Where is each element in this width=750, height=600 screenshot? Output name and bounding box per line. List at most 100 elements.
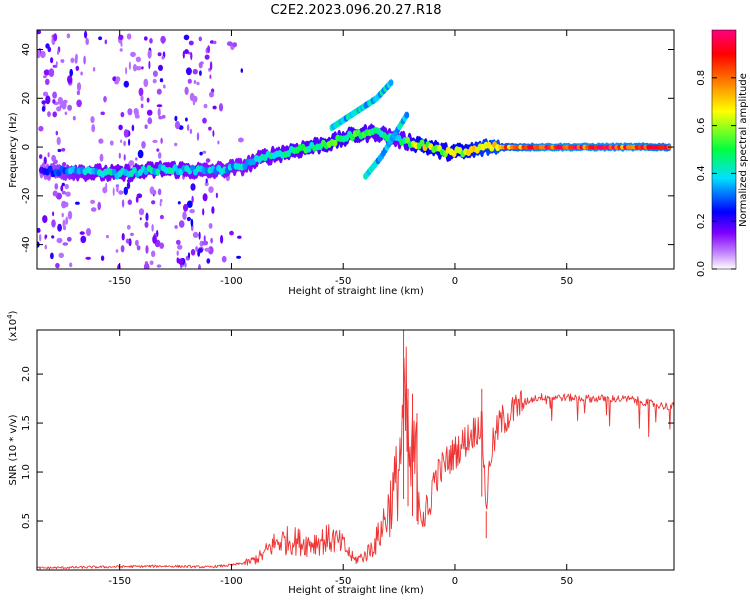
spectrogram-noise-cell	[45, 95, 51, 105]
spectrogram-noise-cell	[208, 223, 213, 229]
spectrogram-noise-cell	[60, 59, 65, 63]
spectrogram-noise-cell	[161, 55, 165, 60]
spectrogram-noise-cell	[99, 153, 104, 162]
spectrogram-noise-cell	[52, 211, 55, 217]
spectrogram-cell	[405, 136, 411, 144]
colorbar-tick-label: 0.4	[696, 165, 707, 181]
spectrogram-noise-cell	[156, 104, 163, 108]
spectrogram-noise-cell	[186, 216, 191, 222]
spectrogram-branch-cell	[404, 111, 410, 119]
spectrogram-noise-cell	[52, 99, 56, 104]
spectrogram-noise-cell	[52, 64, 58, 68]
spectrogram-noise-cell	[55, 262, 60, 269]
spectrogram-noise-cell	[159, 201, 162, 207]
spectrogram-noise-cell	[42, 215, 48, 224]
spectrogram-noise-cell	[177, 201, 181, 205]
spectrogram-noise-cell	[72, 116, 76, 121]
spectrogram-noise-cell	[161, 36, 165, 45]
spectrogram-noise-cell	[196, 81, 200, 86]
spectrogram-noise-cell	[147, 117, 153, 125]
spectrogram-noise-cell	[178, 220, 185, 228]
spectrogram-noise-cell	[105, 234, 109, 239]
spectrogram-noise-cell	[190, 52, 193, 61]
spectrogram-noise-cell	[174, 115, 178, 122]
spectrogram-noise-cell	[174, 121, 181, 130]
spectrogram-noise-cell	[61, 212, 64, 218]
spectrogram-noise-cell	[139, 217, 142, 221]
spectrogram-noise-cell	[138, 87, 144, 97]
spectrogram-noise-cell	[151, 200, 156, 205]
spectrogram-noise-cell	[175, 239, 181, 245]
spectrogram-noise-cell	[52, 91, 57, 99]
spectrogram-noise-cell	[43, 69, 50, 76]
spectrogram-noise-cell	[190, 183, 196, 191]
spectrogram-noise-cell	[64, 111, 68, 116]
spectrogram-noise-cell	[135, 56, 141, 63]
spectrogram-noise-cell	[126, 33, 132, 40]
spectrogram-noise-cell	[57, 223, 62, 232]
spectrogram-noise-cell	[103, 96, 107, 103]
spectrogram-noise-cell	[120, 139, 123, 143]
snr-multiplier: (x104)	[6, 310, 19, 341]
spectrogram-noise-cell	[145, 212, 149, 221]
spectrogram-noise-cell	[121, 233, 125, 241]
spectrogram-noise-cell	[85, 38, 89, 45]
spectrogram-noise-cell	[156, 148, 160, 152]
spectrogram-noise-cell	[120, 111, 125, 118]
spectrogram-noise-cell	[123, 154, 126, 161]
spectrogram-noise-cell	[159, 242, 164, 249]
spectrogram-noise-cell	[104, 39, 108, 45]
snr-ytick-label: 2.0	[21, 366, 32, 382]
spectrogram-xtick-label: 0	[452, 276, 458, 287]
spectrogram-noise-cell	[90, 199, 96, 204]
spectrogram-noise-cell	[51, 219, 56, 228]
spectrogram-noise-cell	[79, 231, 85, 235]
spectrogram-noise-cell	[74, 56, 78, 64]
spectrogram-noise-cell	[43, 75, 47, 79]
spectrogram-noise-cell	[68, 78, 72, 83]
spectrogram-cell	[155, 168, 161, 176]
spectrogram-noise-cell	[174, 142, 178, 147]
spectrogram-panel: -150 -100 -50 0 50 -40 -20 0 20 40 Height of stra…	[8, 29, 675, 297]
spectrogram-noise-cell	[69, 262, 73, 268]
spectrogram-noise-cell	[127, 108, 133, 116]
spectrogram-noise-cell	[109, 140, 114, 146]
spectrogram-noise-cell	[158, 116, 163, 120]
spectrogram-noise-cell	[209, 40, 215, 44]
spectrogram-noise-cell	[123, 80, 129, 88]
spectrogram-noise-cell	[128, 138, 131, 146]
spectrogram-noise-cell	[90, 116, 95, 124]
spectrogram-noise-cell	[186, 200, 193, 208]
spectrogram-xtick-label: -150	[108, 276, 131, 287]
spectrogram-noise-cell	[144, 221, 149, 228]
snr-xtick-label: 0	[452, 576, 458, 587]
spectrogram-noise-cell	[159, 214, 164, 220]
spectrogram-noise-cell	[144, 36, 148, 41]
spectrogram-noise-cell	[90, 207, 97, 212]
spectrogram-noise-cell	[64, 183, 69, 190]
spectrogram-noise-cell	[135, 66, 142, 71]
snr-xtick-label: -150	[108, 576, 131, 587]
spectrogram-noise-cell	[156, 264, 162, 268]
spectrogram-noise-cell	[134, 114, 140, 119]
spectrogram-noise-cell	[149, 38, 153, 44]
spectrogram-noise-cell	[121, 199, 125, 208]
spectrogram-noise-cell	[120, 245, 125, 253]
spectrogram-ytick-label: -20	[21, 188, 32, 204]
spectrogram-noise-cell	[50, 252, 54, 260]
spectrogram-noise-cell	[131, 124, 135, 132]
spectrogram-noise-cell	[152, 235, 157, 244]
spectrogram-noise-cell	[118, 124, 123, 131]
spectrogram-noise-cell	[198, 231, 201, 240]
snr-ylabel: SNR (10 * v/v)	[8, 414, 19, 485]
spectrogram-noise-cell	[148, 60, 151, 70]
colorbar: 0.0 0.2 0.4 0.6 0.8 Normalized spectral ampl…	[696, 29, 749, 277]
spectrogram-noise-cell	[44, 244, 47, 250]
snr-series-line	[37, 346, 674, 570]
spectrogram-xtick-label: 50	[560, 276, 573, 287]
spectrogram-noise-cell	[61, 190, 66, 195]
spectrogram-noise-cell	[38, 125, 44, 132]
spectrogram-noise-cell	[61, 162, 67, 167]
spectrogram-noise-cell	[192, 231, 199, 238]
spectrogram-noise-cell	[202, 208, 205, 216]
